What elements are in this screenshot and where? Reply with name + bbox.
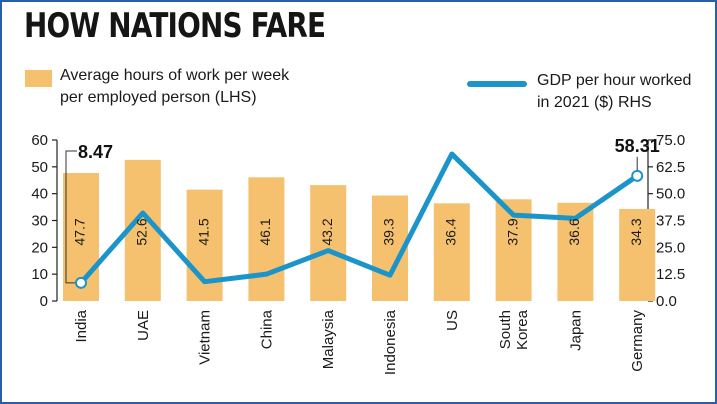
legend-line-label: GDP per hour worked in 2021 ($) RHS xyxy=(537,70,707,114)
bar-value-label: 37.9 xyxy=(504,218,520,245)
legend-bar-label-line: per employed person (LHS) xyxy=(60,89,257,106)
right-tick-label: 50.0 xyxy=(656,186,685,203)
left-tick-label: 0 xyxy=(40,293,48,310)
data-point-marker xyxy=(631,169,644,182)
chart-title: HOW NATIONS FARE xyxy=(24,6,326,46)
legend-bar-swatch xyxy=(25,70,52,87)
category-label: Indonesia xyxy=(382,309,399,375)
bar xyxy=(124,159,161,301)
gdp-line xyxy=(78,151,640,286)
callout-value: 58.31 xyxy=(615,136,660,156)
left-tick-label: 40 xyxy=(31,186,48,203)
bar-value-label: 36.4 xyxy=(443,218,459,245)
bar xyxy=(433,203,470,301)
right-tick-label: 25.0 xyxy=(656,239,685,256)
bar-value-label: 41.5 xyxy=(195,218,211,245)
category-label: India xyxy=(73,309,90,342)
right-tick-label: 0.0 xyxy=(656,293,677,310)
category-label: South xyxy=(497,310,514,349)
left-tick-label: 10 xyxy=(31,266,48,283)
right-tick-label: 75.0 xyxy=(656,132,685,149)
category-label: Germany xyxy=(629,310,646,372)
category-label: Malaysia xyxy=(320,309,337,369)
category-label: Japan xyxy=(567,310,584,351)
bar xyxy=(248,177,285,301)
left-tick-label: 60 xyxy=(31,132,48,149)
category-label: China xyxy=(258,309,275,349)
bar-value-label: 34.3 xyxy=(628,218,644,245)
bar-value-label: 52.6 xyxy=(134,218,150,245)
bar-value-label: 36.6 xyxy=(566,218,582,245)
legend-line-label-line: in 2021 ($) RHS xyxy=(537,94,652,111)
left-tick-label: 50 xyxy=(31,159,48,176)
bar-value-label: 43.2 xyxy=(319,218,335,245)
right-tick-label: 37.5 xyxy=(656,213,685,230)
legend-line-swatch xyxy=(467,81,527,87)
callout-value: 8.47 xyxy=(78,142,113,162)
category-label: US xyxy=(444,310,461,331)
category-label: UAE xyxy=(135,310,152,341)
right-tick-label: 62.5 xyxy=(656,159,685,176)
right-tick-label: 12.5 xyxy=(656,266,685,283)
callout-bracket xyxy=(65,150,77,284)
legend-bar-label: Average hours of work per week per emplo… xyxy=(60,65,330,109)
bar xyxy=(310,185,347,301)
category-label: Korea xyxy=(514,309,531,350)
left-tick-label: 20 xyxy=(31,239,48,256)
bar-value-label: 47.7 xyxy=(72,218,88,245)
bar-value-label: 46.1 xyxy=(257,218,273,245)
data-point-marker xyxy=(75,276,87,289)
left-tick-label: 30 xyxy=(31,213,48,230)
bar-value-label: 39.3 xyxy=(381,218,397,245)
legend-bar-label-line: Average hours of work per week xyxy=(60,67,290,84)
bar xyxy=(619,208,656,301)
legend-line-label-line: GDP per hour worked xyxy=(537,72,692,89)
category-label: Vietnam xyxy=(197,310,214,365)
